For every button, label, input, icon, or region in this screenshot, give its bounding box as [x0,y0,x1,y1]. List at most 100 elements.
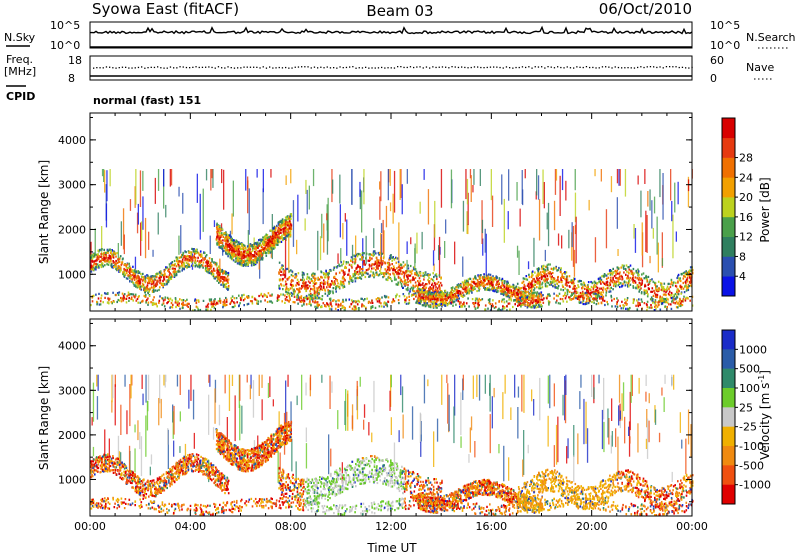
echo-cell [311,279,314,283]
echo-cell [677,280,679,283]
echo-streak [594,237,597,263]
echo-cell [342,280,345,283]
echo-cell [142,276,145,279]
nave-point [595,67,597,69]
echo-cell [177,270,180,273]
echo-cell [327,289,329,292]
echo-streak [527,261,530,270]
echo-cell [416,299,418,302]
echo-cell [236,245,238,248]
echo-cell [228,252,230,255]
echo-cell [594,281,597,284]
echo-streak [466,211,468,234]
echo-cell [267,239,269,242]
echo-cell [207,265,209,268]
echo-cell [561,273,563,276]
echo-cell [281,220,284,223]
echo-cell [102,258,104,262]
echo-cell [232,248,235,251]
nave-point [381,66,383,69]
echo-cell [462,288,465,291]
echo-cell [466,282,468,285]
echo-cell [492,276,494,280]
echo-cell [272,247,275,250]
echo-cell [630,270,632,273]
nave-point [678,66,680,69]
echo-streak [524,169,526,179]
echo-cell [170,262,172,265]
echo-cell [655,288,658,291]
echo-cell [231,256,234,259]
echo-streak [351,244,354,263]
echo-cell [169,265,171,268]
echo-cell [341,283,343,286]
echo-cell [415,284,417,287]
echo-cell [341,264,343,267]
echo-cell [616,280,618,283]
echo-cell [286,224,289,227]
echo-cell [110,263,113,266]
echo-cell [534,299,537,303]
echo-cell [276,238,279,241]
echo-cell [138,271,141,274]
echo-cell [626,277,628,280]
echo-cell [372,251,375,254]
echo-cell [456,294,458,297]
echo-cell [265,238,267,241]
echo-cell [374,262,376,265]
echo-cell [300,278,302,281]
echo-cell [560,267,562,270]
echo-cell [512,284,515,287]
echo-streak [661,232,663,268]
echo-cell [603,282,606,286]
echo-cell [284,226,286,229]
echo-cell [590,285,593,288]
echo-cell [572,285,575,288]
echo-cell [328,269,331,273]
echo-cell [242,246,245,250]
nave-point [397,66,399,68]
echo-cell [285,227,288,230]
echo-cell [316,290,319,293]
echo-cell [306,273,309,276]
echo-cell [136,279,139,283]
echo-cell [359,266,361,269]
echo-cell [417,285,419,289]
nave-point [557,66,559,68]
echo-cell [469,277,472,280]
echo-cell [522,280,525,283]
echo-cell [312,272,314,275]
echo-cell [643,277,646,280]
echo-cell [675,300,678,303]
echo-cell [216,275,219,278]
nave-point [198,66,200,69]
echo-cell [111,255,113,258]
echo-cell [292,279,294,282]
echo-cell [358,252,360,256]
echo-cell [446,295,449,298]
echo-cell [525,300,527,303]
echo-cell [574,290,576,293]
nave-point [653,66,655,68]
echo-cell [345,266,347,269]
echo-cell [131,280,133,283]
echo-cell [501,292,503,295]
nave-point [624,67,626,69]
echo-cell [302,272,305,275]
echo-cell [289,220,291,223]
echo-cell [468,287,470,290]
echo-cell [352,273,354,276]
echo-cell [202,261,205,264]
echo-streak [469,169,472,179]
nave-point [374,67,376,69]
echo-cell [107,263,110,266]
echo-cell [403,276,405,279]
echo-cell [220,283,222,286]
echo-cell [570,279,573,282]
echo-cell [132,277,134,280]
echo-cell [286,267,289,270]
echo-cell [419,290,422,293]
nave-point [605,66,607,68]
echo-cell [215,237,218,241]
echo-cell [492,275,494,278]
